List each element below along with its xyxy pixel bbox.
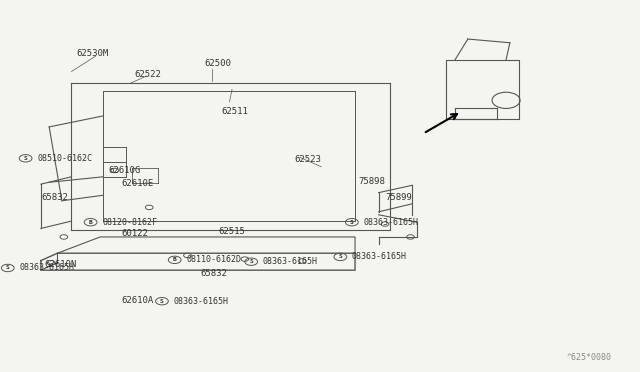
Text: 08363-6165H: 08363-6165H bbox=[364, 218, 419, 227]
Text: B: B bbox=[89, 220, 92, 225]
Circle shape bbox=[184, 253, 191, 258]
Text: 62522: 62522 bbox=[134, 70, 161, 79]
Text: 60122: 60122 bbox=[121, 229, 148, 238]
Text: 65832: 65832 bbox=[41, 193, 68, 202]
Text: 62610N: 62610N bbox=[45, 260, 77, 269]
Circle shape bbox=[241, 257, 248, 261]
Text: 08110-6162D: 08110-6162D bbox=[186, 255, 241, 264]
Text: 75898: 75898 bbox=[358, 177, 385, 186]
Text: 65832: 65832 bbox=[200, 269, 227, 278]
Text: S: S bbox=[160, 299, 164, 304]
Text: 62610A: 62610A bbox=[121, 296, 154, 305]
Text: S: S bbox=[339, 254, 342, 259]
Text: 62610E: 62610E bbox=[121, 179, 154, 187]
Text: 08510-6162C: 08510-6162C bbox=[37, 154, 92, 163]
Text: ^625*0080: ^625*0080 bbox=[567, 353, 612, 362]
Text: S: S bbox=[350, 220, 354, 225]
Text: 62610G: 62610G bbox=[108, 166, 141, 175]
Circle shape bbox=[298, 259, 306, 263]
Text: 62515: 62515 bbox=[218, 227, 245, 235]
Circle shape bbox=[60, 235, 68, 239]
Text: S: S bbox=[250, 259, 253, 264]
Text: 62500: 62500 bbox=[204, 59, 231, 68]
Text: 75899: 75899 bbox=[385, 193, 412, 202]
Text: 08363-6165H: 08363-6165H bbox=[19, 263, 74, 272]
Text: 08363-6165H: 08363-6165H bbox=[173, 297, 228, 306]
Text: 62530M: 62530M bbox=[77, 49, 109, 58]
Text: S: S bbox=[6, 266, 10, 270]
Circle shape bbox=[381, 222, 389, 226]
Text: 08363-6165H: 08363-6165H bbox=[352, 252, 407, 262]
Text: 08120-8162F: 08120-8162F bbox=[102, 218, 157, 227]
Circle shape bbox=[111, 168, 118, 173]
Text: 08363-6165H: 08363-6165H bbox=[262, 257, 317, 266]
Text: 62523: 62523 bbox=[294, 155, 321, 164]
Text: S: S bbox=[24, 156, 28, 161]
Circle shape bbox=[145, 205, 153, 210]
Text: B: B bbox=[173, 257, 177, 262]
Text: 62511: 62511 bbox=[221, 107, 248, 116]
Circle shape bbox=[406, 235, 414, 239]
Circle shape bbox=[47, 260, 55, 265]
